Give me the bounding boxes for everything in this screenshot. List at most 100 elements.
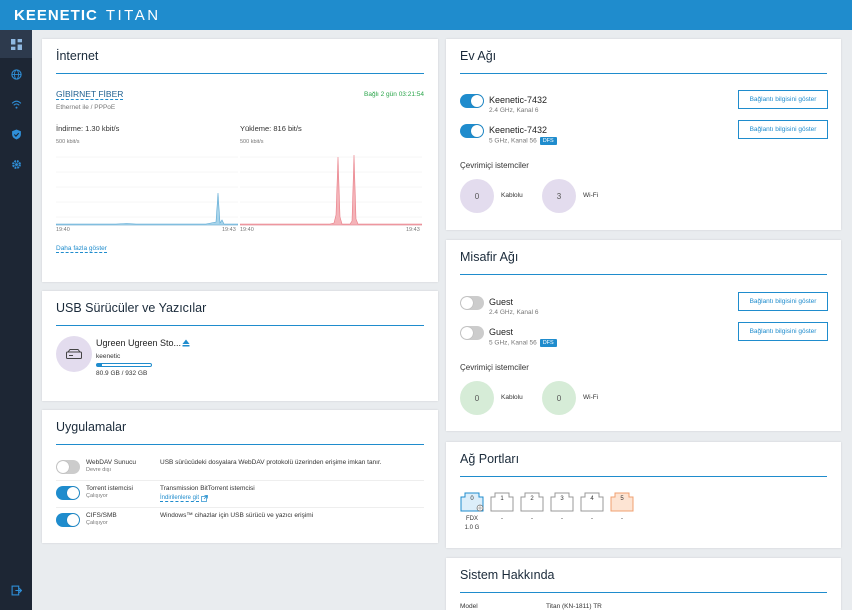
usb-title: USB Sürücüler ve Yazıcılar [56,301,207,315]
app-name: Torrent istemcisi [86,485,133,492]
sidebar-item-dashboard[interactable] [0,30,32,58]
system-title: Sistem Hakkında [460,568,555,582]
home-wifi-24-toggle[interactable] [460,94,484,108]
apps-title: Uygulamalar [56,420,127,434]
app-state: Çalışıyor [86,520,108,526]
network-info: 2.4 GHz, Kanal 6 [489,309,539,316]
ports-title: Ağ Portları [460,452,520,466]
title-divider [56,73,424,74]
wifi-label: Wi-Fi [583,192,599,199]
app-state: Çalışıyor [86,493,108,499]
port-1[interactable]: 1- [490,492,514,522]
port-status: - [621,516,623,522]
brand-logo[interactable]: KEENETIC TITAN [14,7,161,24]
sidebar-item-wifi[interactable] [0,90,32,118]
ssid: Guest [489,297,514,307]
model-label: Model [460,603,478,610]
port-status: - [591,516,593,522]
row-divider [56,480,424,481]
download-chart [56,156,238,226]
ssid: Keenetic-7432 [489,95,548,105]
upload-end-time: 19:43 [406,227,420,233]
clients-title: Çevrimiçi istemciler [460,161,529,170]
guest-connection-info-button-5[interactable]: Bağlantı bilgisini göster [738,322,828,341]
guest-connection-info-button-24[interactable]: Bağlantı bilgisini göster [738,292,828,311]
wifi-count[interactable]: 0 [542,381,576,415]
webdav-toggle[interactable] [56,460,80,474]
ethernet-port-icon [490,492,514,512]
external-link-icon [201,495,208,502]
app-state: Devre dışı [86,467,112,473]
home-connection-info-button-5[interactable]: Bağlantı bilgisini göster [738,120,828,139]
usb-device-name[interactable]: Ugreen Ugreen Sto... [96,338,182,348]
brand-name: KEENETIC [14,6,98,24]
sidebar-item-internet[interactable] [0,60,32,88]
torrent-toggle[interactable] [56,486,80,500]
ethernet-port-icon [610,492,634,512]
wired-label: Kablolu [501,394,523,401]
shield-icon [11,129,21,139]
guest-wifi-24-toggle[interactable] [460,296,484,310]
port-0[interactable]: 0 FDX 1.0 G [460,492,484,531]
ethernet-port-icon [460,492,484,512]
sidebar-item-logout[interactable] [0,576,32,604]
port-speed: 1.0 G [464,525,480,531]
app-name: WebDAV Sunucu [86,459,136,466]
usb-card: USB Sürücüler ve Yazıcılar Ugreen Ugreen… [42,291,438,401]
upload-label: Yükleme: 816 bit/s [240,124,302,133]
port-number: 2 [530,496,534,502]
port-3[interactable]: 3- [550,492,574,522]
dfs-badge: DFS [539,137,557,145]
app-name: CIFS/SMB [86,512,117,519]
eject-icon[interactable] [182,339,190,347]
port-number: 4 [590,496,594,502]
connection-type: Ethernet ile / PPPoE [56,104,116,111]
system-card: Sistem Hakkında Model Titan (KN-1811) TR [446,558,841,610]
wired-count[interactable]: 0 [460,381,494,415]
dfs-badge: DFS [539,339,557,347]
show-more-link[interactable]: Daha fazla göster [56,245,107,253]
download-end-time: 19:43 [222,227,236,233]
hard-drive-icon [66,349,82,359]
guest-title: Misafir Ağı [460,250,519,264]
usb-usage-text: 80.9 GB / 932 GB [96,370,148,377]
guest-wifi-5-toggle[interactable] [460,326,484,340]
connection-name[interactable]: GİBİRNET FİBER [56,89,124,100]
port-5[interactable]: 5- [610,492,634,522]
sidebar-item-security[interactable] [0,120,32,148]
download-label: İndirme: 1.30 kbit/s [56,124,120,133]
clients-title: Çevrimiçi istemciler [460,363,529,372]
network-info: 5 GHz, Kanal 56 DFS [489,339,557,347]
download-scale: 500 kbit/s [56,139,80,145]
connection-status: Bağlı 2 gün 03:21:54 [364,91,424,98]
model-value: Titan (KN-1811) TR [546,603,602,610]
ssid: Guest [489,327,514,337]
wired-label: Kablolu [501,192,523,199]
home-wifi-5-toggle[interactable] [460,124,484,138]
downloads-link[interactable]: İndirilenlere git [160,495,208,502]
wired-count[interactable]: 0 [460,179,494,213]
gear-icon [11,159,21,169]
globe-icon [10,68,22,80]
ethernet-port-icon [550,492,574,512]
wifi-count[interactable]: 3 [542,179,576,213]
logout-icon [11,585,22,595]
title-divider [460,73,827,74]
downloads-link-label: İndirilenlere git [160,495,200,502]
brand-model: TITAN [105,6,161,24]
row-divider [56,507,424,508]
app-description: Transmission BitTorrent istemcisi [160,485,255,492]
usb-usage-bar [96,363,152,367]
home-connection-info-button-24[interactable]: Bağlantı bilgisini göster [738,90,828,109]
port-status: - [501,516,503,522]
top-bar: KEENETIC TITAN [0,0,852,30]
guest-network-card: Misafir Ağı Guest 2.4 GHz, Kanal 6 Bağla… [446,240,841,431]
usb-usage-fill [97,364,102,366]
port-4[interactable]: 4- [580,492,604,522]
upload-chart [240,154,422,226]
port-2[interactable]: 2- [520,492,544,522]
wifi-label: Wi-Fi [583,394,599,401]
app-description: Windows™ cihazlar için USB sürücü ve yaz… [160,512,314,519]
sidebar-item-settings[interactable] [0,150,32,178]
cifs-toggle[interactable] [56,513,80,527]
